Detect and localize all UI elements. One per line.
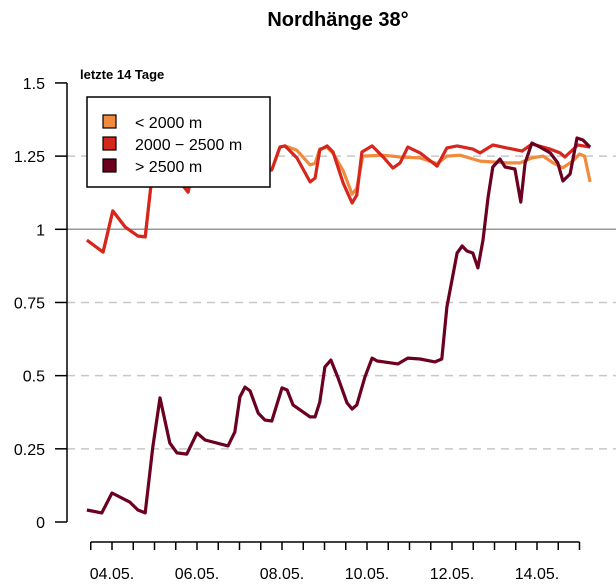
legend-swatch bbox=[102, 114, 117, 129]
x-axis: 04.05. 06.05. 08.05. 10.05. 12.05. 14.05. bbox=[90, 541, 581, 583]
y-tick-label: 0 bbox=[36, 515, 45, 532]
y-tick-label: 0.25 bbox=[14, 442, 45, 459]
series-lines bbox=[85, 136, 592, 515]
series-line bbox=[86, 136, 592, 515]
x-tick-label: 10.05. bbox=[345, 566, 389, 583]
x-tick-label: 14.05. bbox=[515, 566, 559, 583]
legend: < 2000 m 2000 − 2500 m > 2500 m bbox=[86, 96, 271, 188]
y-tick-label: 0.5 bbox=[23, 369, 45, 386]
y-tick-label: 1 bbox=[36, 222, 45, 239]
legend-label: > 2500 m bbox=[135, 159, 202, 176]
x-tick-label: 06.05. bbox=[175, 566, 219, 583]
legend-box bbox=[86, 96, 271, 188]
legend-label: < 2000 m bbox=[135, 115, 202, 132]
y-tick-label: 1.25 bbox=[14, 149, 45, 166]
x-tick-label: 12.05. bbox=[430, 566, 474, 583]
y-tick-label: 0.75 bbox=[14, 295, 45, 312]
y-axis: 0 0.25 0.5 0.75 1 1.25 1.5 bbox=[14, 76, 68, 532]
legend-swatch bbox=[102, 136, 117, 151]
chart-title: Nordhänge 38° bbox=[267, 9, 408, 31]
x-tick-label: 08.05. bbox=[260, 566, 304, 583]
legend-swatch bbox=[102, 158, 117, 173]
x-tick-label: 04.05. bbox=[90, 566, 134, 583]
y-tick-label: 1.5 bbox=[23, 76, 45, 93]
chart-subtitle: letzte 14 Tage bbox=[80, 67, 164, 82]
legend-label: 2000 − 2500 m bbox=[135, 137, 242, 154]
